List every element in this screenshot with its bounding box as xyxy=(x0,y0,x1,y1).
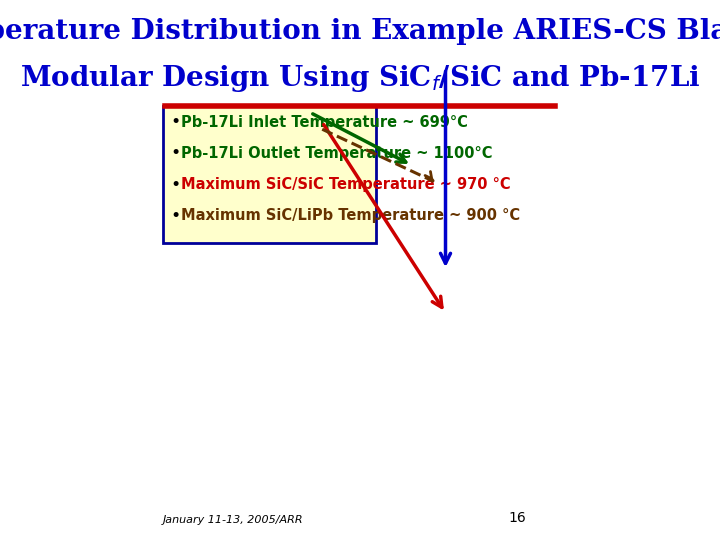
Text: •: • xyxy=(170,207,180,225)
Text: •: • xyxy=(170,176,180,193)
Text: Pb-17Li Inlet Temperature ~ 699°C: Pb-17Li Inlet Temperature ~ 699°C xyxy=(181,115,468,130)
FancyBboxPatch shape xyxy=(163,106,376,243)
Text: January 11-13, 2005/ARR: January 11-13, 2005/ARR xyxy=(163,515,303,525)
Text: Pb-17Li Outlet Temperature ~ 1100°C: Pb-17Li Outlet Temperature ~ 1100°C xyxy=(181,146,492,161)
Text: Modular Design Using SiC$_f$/SiC and Pb-17Li: Modular Design Using SiC$_f$/SiC and Pb-… xyxy=(19,63,701,94)
Text: •: • xyxy=(170,113,180,131)
Text: •: • xyxy=(170,144,180,163)
Text: Maximum SiC/SiC Temperature ~ 970 °C: Maximum SiC/SiC Temperature ~ 970 °C xyxy=(181,177,510,192)
Text: Temperature Distribution in Example ARIES-CS Blanket: Temperature Distribution in Example ARIE… xyxy=(0,17,720,44)
Text: 16: 16 xyxy=(508,511,526,525)
Text: Maximum SiC/LiPb Temperature ~ 900 °C: Maximum SiC/LiPb Temperature ~ 900 °C xyxy=(181,208,520,223)
